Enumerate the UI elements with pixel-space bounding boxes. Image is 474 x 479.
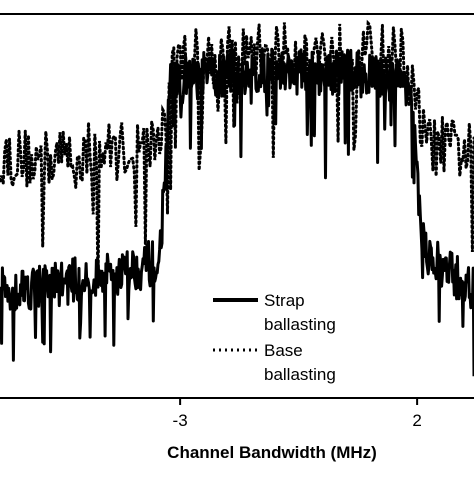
legend-label-base-2: ballasting — [264, 365, 336, 384]
legend-label-base-1: Base — [264, 341, 303, 360]
x-axis-title: Channel Bandwidth (MHz) — [167, 443, 377, 462]
series-line-base — [0, 19, 474, 288]
series-line-strap — [0, 47, 474, 377]
legend-label-strap-1: Strap — [264, 291, 305, 310]
x-tick-label: 2 — [412, 411, 421, 430]
legend-label-strap-2: ballasting — [264, 315, 336, 334]
legend: Strap ballasting Base ballasting — [205, 284, 363, 386]
x-tick-label: -3 — [173, 411, 188, 430]
x-ticks: -3 2 — [173, 398, 422, 430]
series-layer — [0, 19, 474, 377]
axes-layer — [0, 13, 474, 399]
